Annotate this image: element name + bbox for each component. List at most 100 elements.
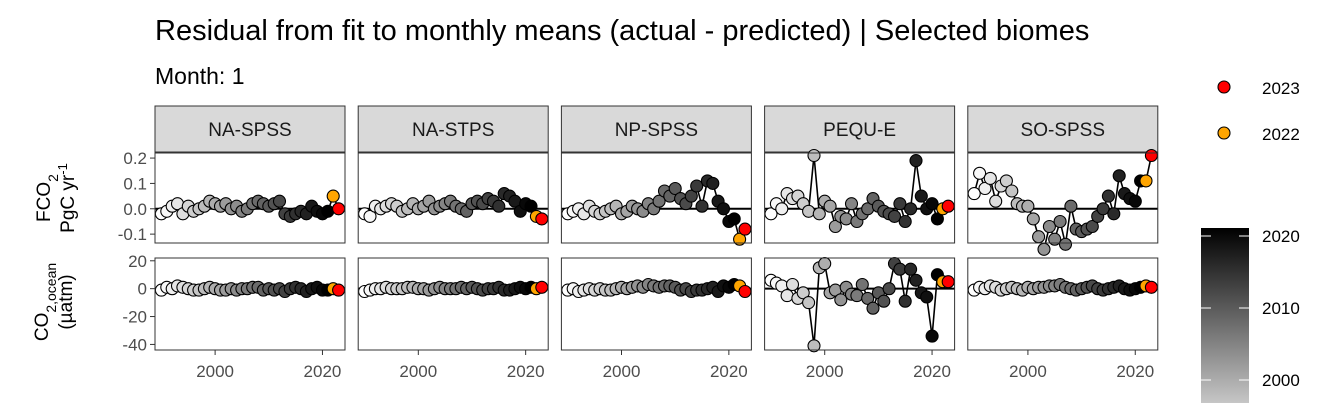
data-point <box>706 176 720 190</box>
panel-fco2-np-spss <box>560 152 752 246</box>
data-point <box>973 166 987 180</box>
y-axis-title-main: FCO2 <box>34 174 61 222</box>
data-point <box>898 294 912 308</box>
panel-co2-so-spss <box>967 257 1159 351</box>
chart-subtitle: Month: 1 <box>155 63 245 89</box>
data-point <box>941 275 955 289</box>
data-point <box>775 202 789 216</box>
data-point <box>850 289 864 303</box>
x-tick-label: 2020 <box>1116 362 1154 381</box>
data-point <box>812 207 826 221</box>
data-point <box>920 290 934 304</box>
data-point <box>978 181 992 196</box>
y-axis-title-co2: CO2,ocean(µatm) <box>32 263 77 341</box>
panel-border <box>764 257 956 351</box>
panel-fco2-na-stps <box>357 152 549 244</box>
data-point <box>535 280 549 294</box>
data-point <box>652 194 666 208</box>
colorbar <box>1201 228 1249 403</box>
data-point <box>1101 189 1115 203</box>
data-point <box>684 189 698 203</box>
data-point <box>893 197 907 211</box>
y-tick-label: 0 <box>138 280 147 299</box>
data-point <box>834 293 848 307</box>
strip-label: NA-SPSS <box>208 120 291 141</box>
data-point <box>524 199 538 213</box>
data-point <box>1144 280 1158 294</box>
data-point <box>796 286 810 300</box>
x-tick-label: 2020 <box>913 362 951 381</box>
facet-na-stps: NA-STPS 2000 2020 <box>357 105 549 381</box>
panel-background <box>155 258 345 350</box>
data-point <box>1107 207 1121 221</box>
panel-co2-np-spss <box>560 257 752 351</box>
data-point <box>332 283 346 297</box>
y-tick-label: 20 <box>128 252 147 271</box>
data-point <box>738 284 752 299</box>
y-tick-label: 0.0 <box>123 200 147 219</box>
strip-so-spss <box>967 105 1159 153</box>
data-point <box>967 187 981 201</box>
legend-key <box>1217 126 1231 140</box>
legend-item-2022: 2022 <box>1217 125 1300 144</box>
data-point <box>898 214 912 229</box>
data-point <box>733 232 747 246</box>
data-point <box>983 171 997 185</box>
data-point <box>909 154 923 168</box>
panel-co2-na-spss <box>154 257 346 351</box>
strip-na-spss <box>154 105 346 153</box>
colorbar-label: 2000 <box>1262 371 1300 390</box>
strip-pequ-e <box>764 105 956 153</box>
legend-key <box>1217 80 1231 94</box>
data-point <box>877 294 891 308</box>
legend-label: 2023 <box>1262 79 1300 98</box>
data-point <box>1053 214 1067 229</box>
data-point <box>1128 194 1142 208</box>
x-tick-label: 2000 <box>196 362 234 381</box>
data-point <box>828 219 842 234</box>
data-point <box>802 204 816 218</box>
data-point <box>855 277 869 292</box>
data-point <box>904 262 918 276</box>
data-point <box>695 199 709 213</box>
data-point <box>727 212 741 226</box>
data-point <box>823 199 837 213</box>
data-point <box>780 289 794 303</box>
panel-fco2-so-spss <box>967 148 1159 256</box>
y-tick-label: 0.2 <box>123 149 147 168</box>
strip-label: PEQU-E <box>823 120 896 141</box>
x-tick-label: 2020 <box>304 362 342 381</box>
data-point <box>914 189 928 203</box>
data-point <box>989 194 1003 208</box>
x-tick-label: 2000 <box>806 362 844 381</box>
data-point <box>839 212 853 226</box>
x-tick-label: 2000 <box>1009 362 1047 381</box>
data-point <box>802 296 816 310</box>
panel-border <box>764 152 956 244</box>
y-axis-title-unit: (µatm) <box>56 274 77 329</box>
data-point <box>887 209 902 223</box>
panel-border <box>357 257 549 351</box>
panel-border <box>154 257 346 351</box>
data-point <box>332 202 346 216</box>
data-point <box>738 222 752 236</box>
data-point <box>690 179 704 193</box>
data-point <box>925 197 939 211</box>
panel-co2-pequ-e <box>764 257 956 353</box>
panel-border <box>967 257 1159 351</box>
data-point <box>326 189 340 203</box>
legend: 2023 2022 2000 2010 2020 <box>1201 79 1300 403</box>
data-point <box>1064 199 1078 213</box>
panel-border <box>154 152 346 244</box>
data-point <box>925 329 939 343</box>
data-point <box>1037 242 1051 256</box>
strip-np-spss <box>560 105 752 153</box>
panel-border <box>560 257 752 351</box>
colorbar-label: 2020 <box>1262 227 1300 246</box>
data-point <box>844 197 859 211</box>
chart-title: Residual from fit to monthly means (actu… <box>155 15 1089 47</box>
x-tick-label: 2020 <box>507 362 545 381</box>
